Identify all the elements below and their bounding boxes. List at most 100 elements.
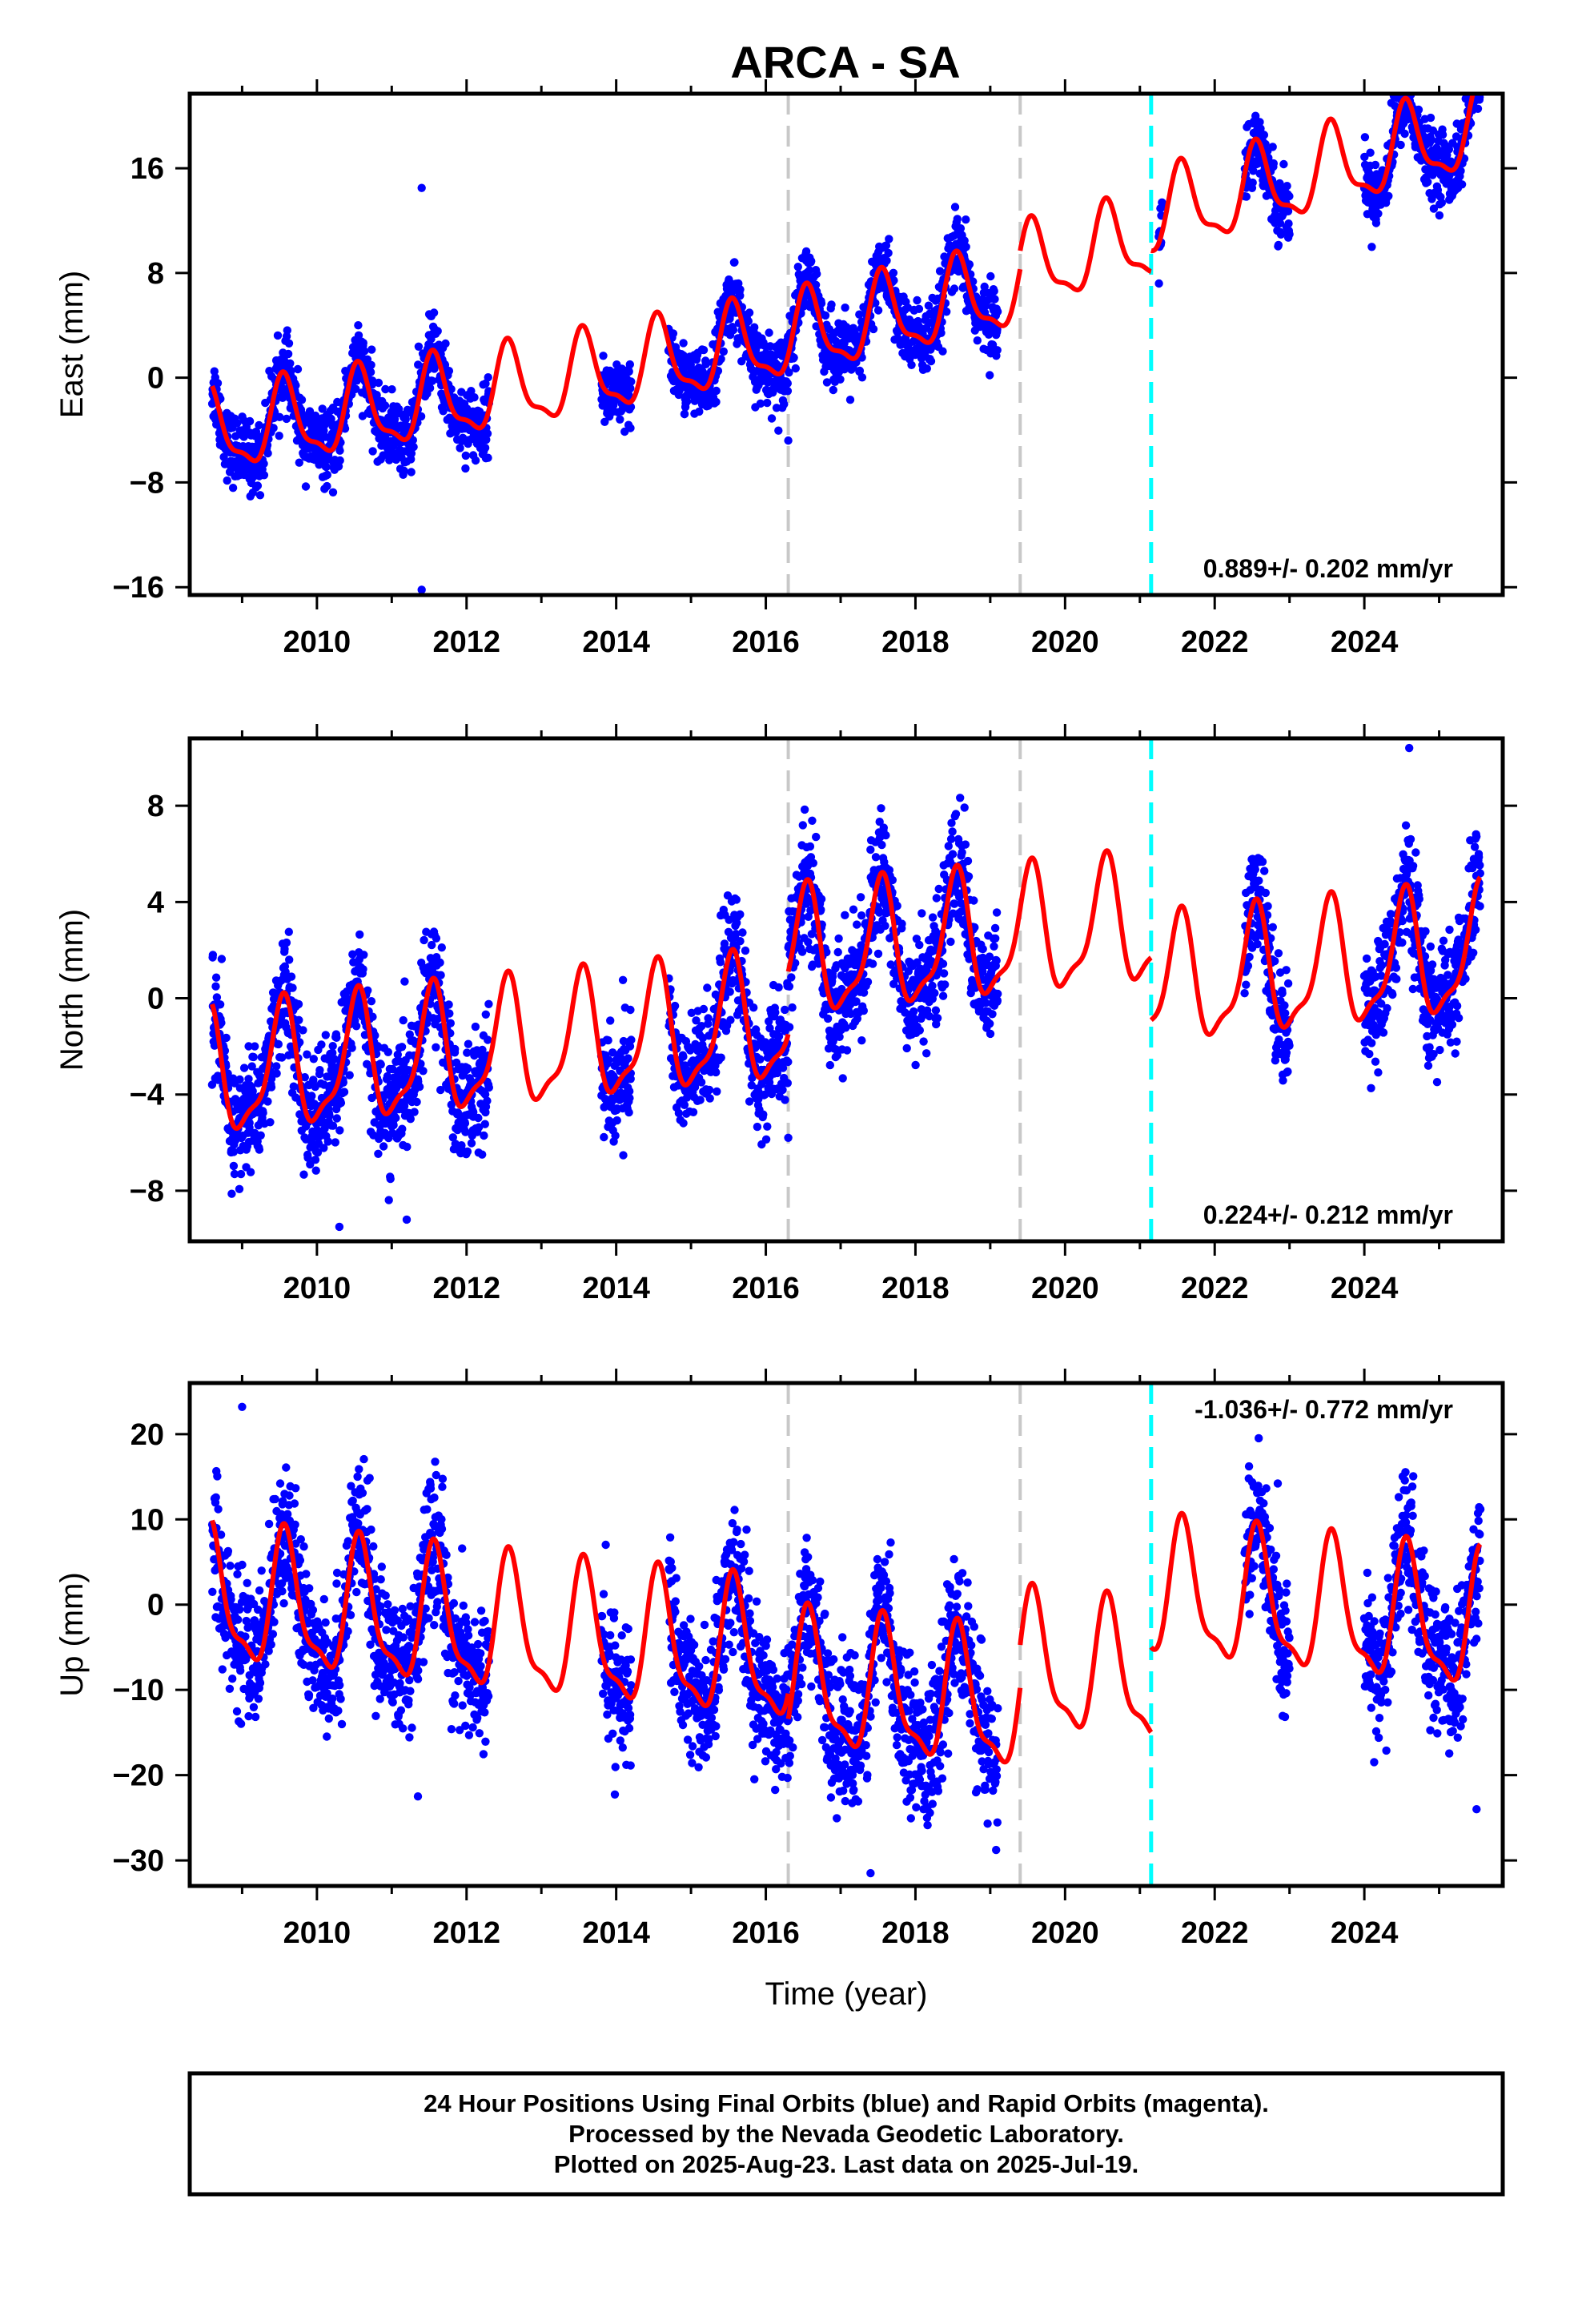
data-point [484,999,493,1009]
data-point [680,1100,689,1110]
east-panel: 2010 2012 2014 2016 2018 2020 2022 2024−16−8081… [54,74,1517,659]
data-point [263,1097,272,1106]
data-point [210,1041,219,1050]
data-point [478,1045,487,1055]
data-point [432,934,441,943]
data-point [1285,191,1294,201]
data-point [889,276,898,285]
data-point [478,1150,487,1159]
data-point [367,360,375,369]
data-point [805,842,815,851]
data-point [679,351,688,360]
data-point [703,983,712,992]
data-point [351,384,360,393]
data-point [330,1055,339,1063]
data-point [875,817,884,826]
data-point [484,1035,492,1044]
data-point [993,307,1002,316]
data-point [825,1060,835,1070]
data-point [471,1022,480,1031]
data-point [280,944,289,954]
data-point [980,282,989,292]
data-point [928,913,938,922]
data-point [311,1166,320,1175]
data-point [383,1047,392,1057]
data-point [1284,219,1293,228]
data-point [436,958,444,967]
data-point [406,1115,415,1124]
data-point [272,1062,281,1071]
data-point [244,1042,253,1051]
data-point [804,912,813,922]
x-tick-label: 2014 [582,625,650,659]
data-point [464,1063,472,1073]
data-point [829,385,838,395]
data-point [275,432,283,440]
data-point [1473,104,1483,113]
data-point [873,949,883,959]
data-point [223,476,231,485]
data-point [1469,74,1477,82]
data-point [374,378,383,388]
data-point [695,407,704,416]
data-point [291,381,300,390]
data-point [853,920,861,929]
data-point [690,1083,700,1092]
y-tick-label: 16 [130,152,164,186]
data-point [1396,140,1405,150]
data-point [428,376,437,385]
data-point [842,1046,852,1055]
data-point [335,456,344,465]
data-point [783,387,793,396]
data-point [303,1050,311,1059]
data-point [627,1035,636,1044]
data-point [716,958,725,967]
data-point [1438,131,1447,139]
data-point [429,308,439,317]
data-point [1476,76,1484,84]
data-point [962,215,970,224]
data-point [913,958,921,967]
data-point [625,1042,635,1051]
data-point [785,368,793,377]
data-point [251,1042,259,1051]
data-point [317,1040,326,1049]
data-point [235,1184,244,1194]
data-point [481,1010,490,1019]
data-point [922,1049,931,1058]
data-point [303,1153,312,1163]
data-point [857,373,867,382]
data-point [838,1074,847,1083]
data-point [274,1039,283,1049]
data-point [295,458,303,467]
data-point [791,364,800,373]
data-point [683,397,692,406]
data-point [717,355,725,364]
data-point [627,377,636,386]
x-tick-label: 2010 [283,625,351,659]
data-point [246,1168,255,1176]
data-point [712,397,721,407]
data-point [300,1073,309,1082]
data-point [616,415,624,424]
data-point [960,803,969,812]
data-point [773,1068,781,1078]
data-point [783,1079,792,1088]
data-point [301,482,311,491]
data-point [255,420,263,430]
data-point [410,1108,419,1116]
outlier-point [417,585,426,594]
data-point [444,367,454,376]
data-point [1437,199,1447,207]
data-point [881,241,891,250]
data-point [1367,243,1376,251]
data-point [756,1055,765,1064]
data-point [235,1075,244,1084]
data-point [917,1011,927,1020]
data-point [368,1012,377,1021]
data-point [1366,148,1375,157]
data-point [309,1076,318,1084]
data-point [461,451,470,460]
data-point [625,1087,634,1096]
data-point [1444,145,1454,154]
